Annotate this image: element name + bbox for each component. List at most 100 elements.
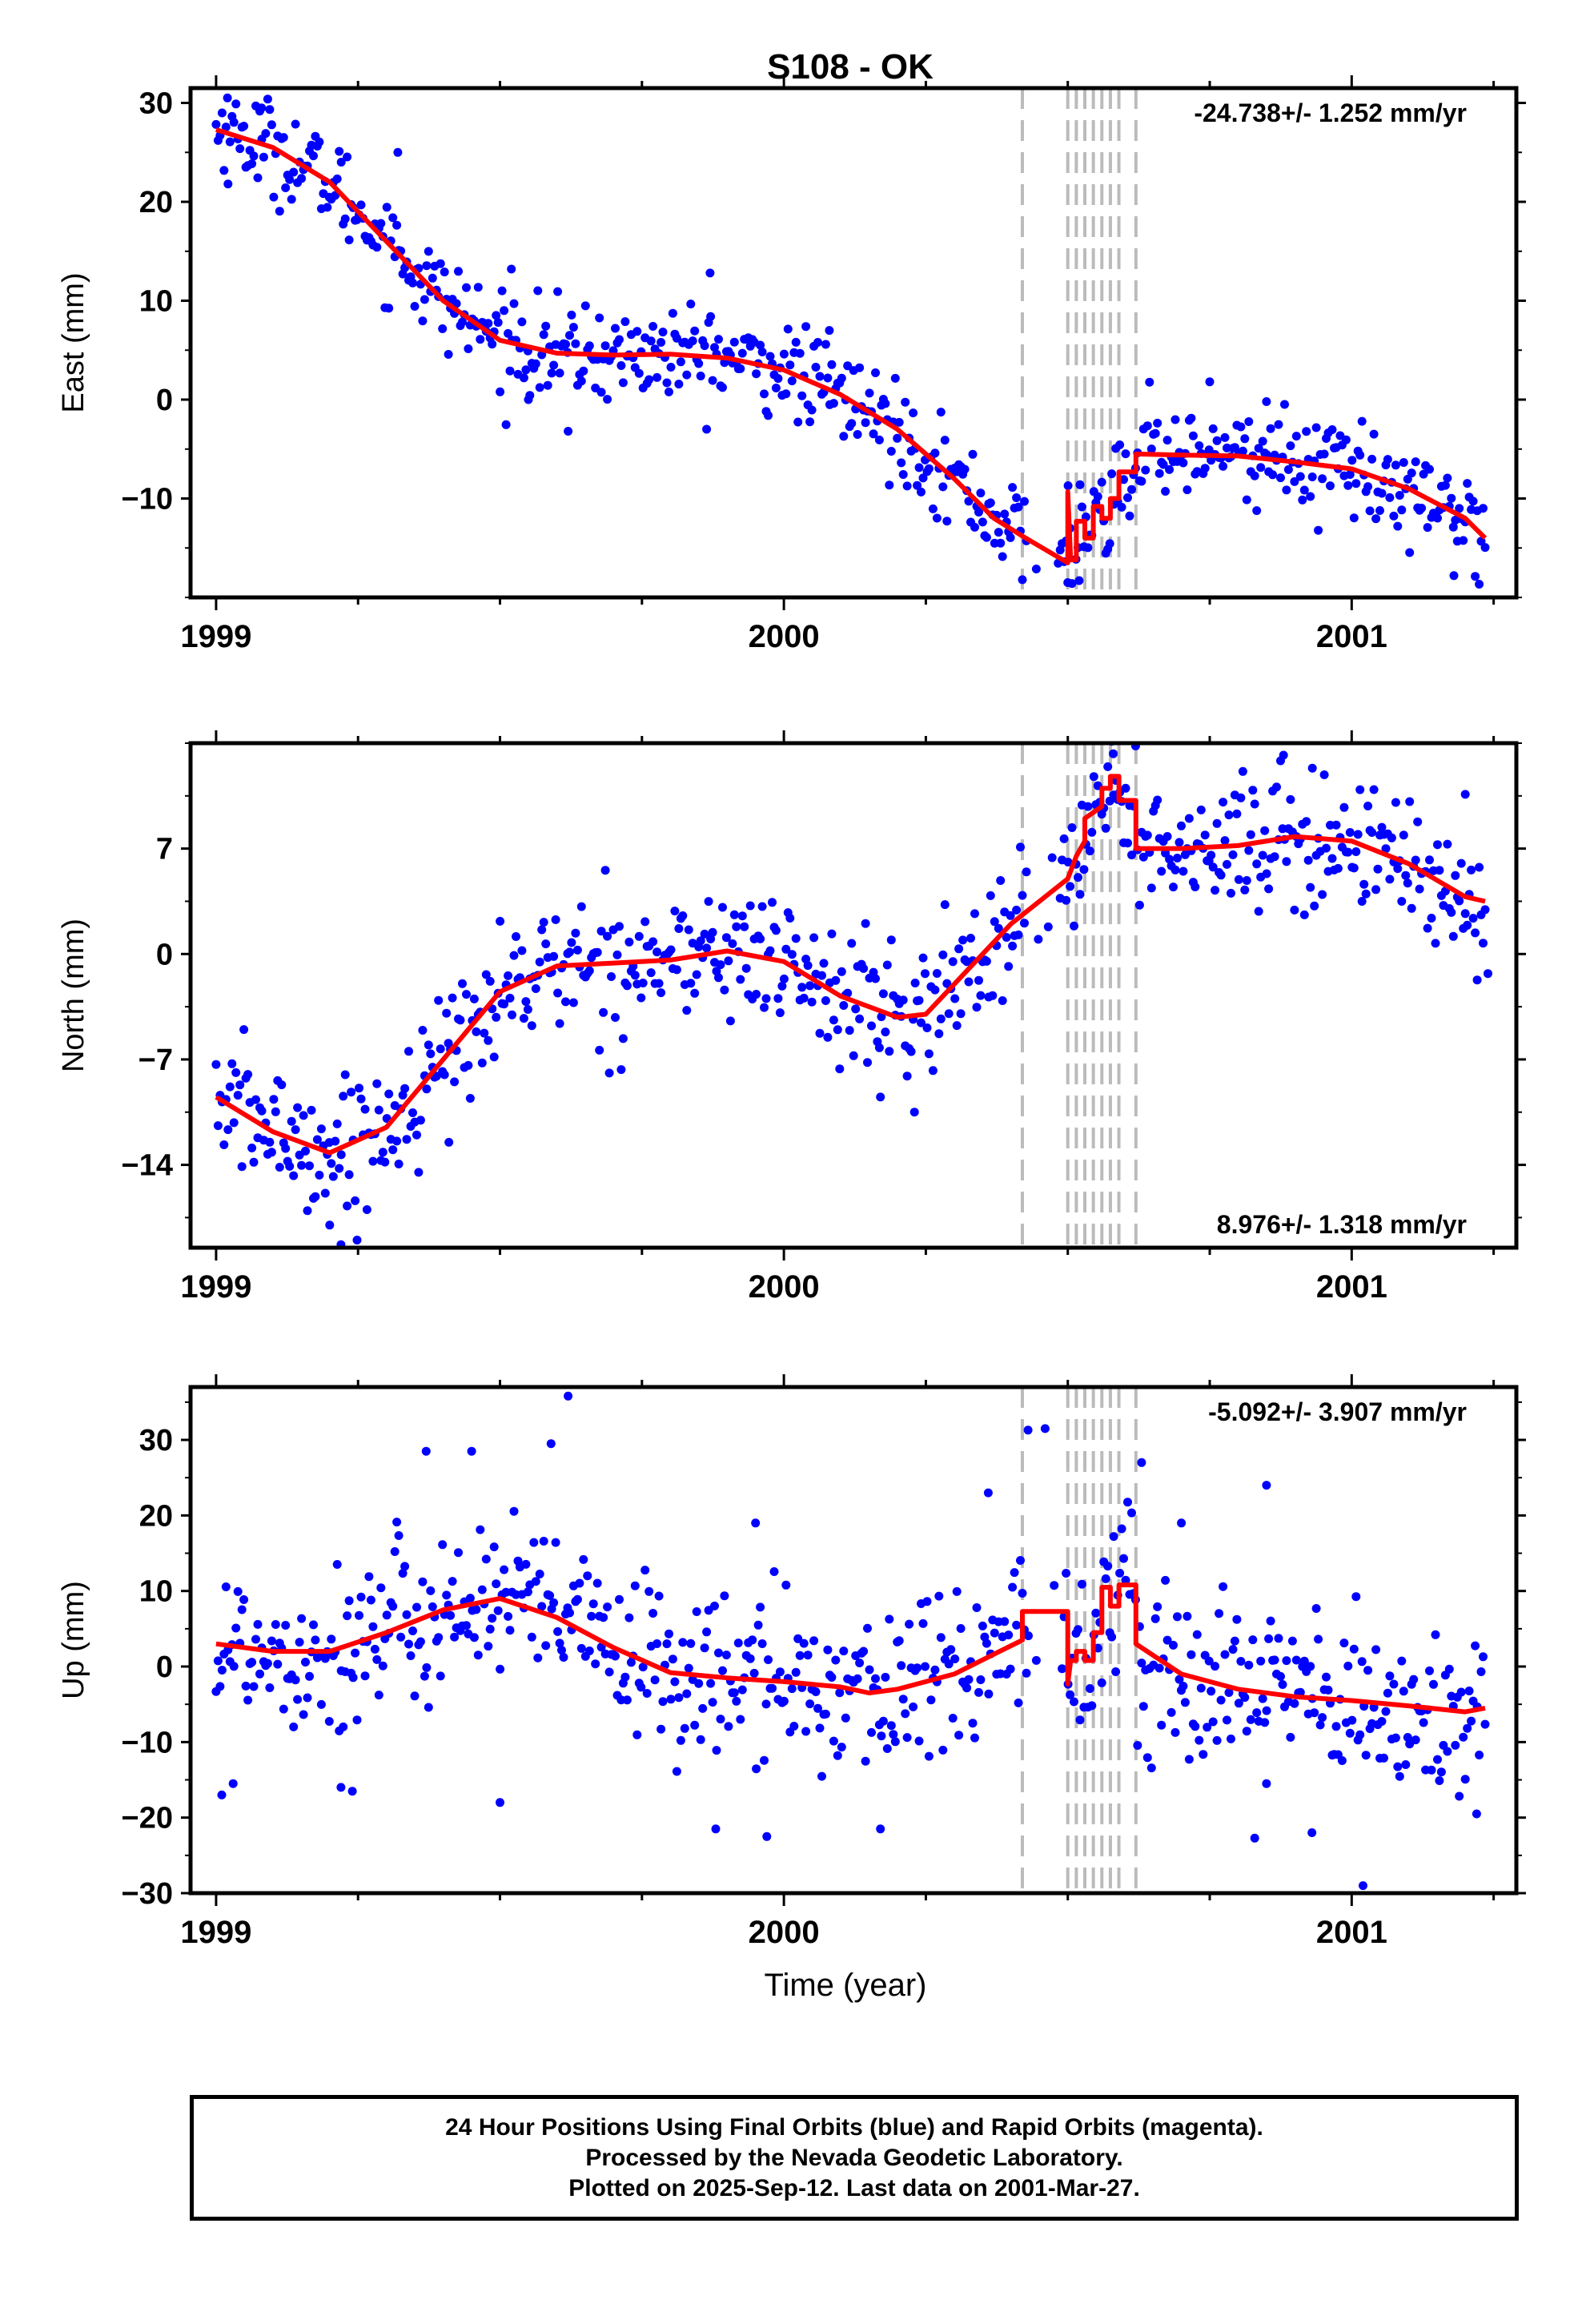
data-point xyxy=(1022,867,1031,877)
data-point xyxy=(420,295,429,304)
data-point xyxy=(336,1150,346,1160)
data-point xyxy=(972,1603,982,1612)
data-point xyxy=(833,1025,842,1035)
y-axis-label: East (mm) xyxy=(57,272,90,412)
data-point xyxy=(343,1611,352,1621)
step-lines xyxy=(1020,743,1138,1248)
data-point xyxy=(1137,1659,1146,1668)
data-point xyxy=(348,1673,358,1683)
data-point xyxy=(1480,543,1490,553)
data-point xyxy=(976,991,986,1000)
data-point xyxy=(332,174,342,183)
data-point xyxy=(541,1641,551,1651)
data-point xyxy=(827,360,837,369)
data-point xyxy=(797,391,807,400)
data-point xyxy=(1123,1498,1132,1507)
data-point xyxy=(1067,823,1077,832)
data-point xyxy=(898,995,908,1005)
data-point xyxy=(650,1675,660,1685)
data-point xyxy=(1377,489,1387,498)
data-point xyxy=(752,990,761,999)
data-point xyxy=(247,159,257,168)
data-point xyxy=(464,1060,473,1070)
data-point xyxy=(1161,1575,1170,1585)
data-point xyxy=(537,1602,547,1611)
data-point xyxy=(859,1647,869,1656)
data-point xyxy=(1290,476,1299,486)
data-point xyxy=(324,1717,334,1726)
data-point xyxy=(708,927,717,937)
data-point xyxy=(764,1655,773,1664)
data-point xyxy=(1451,870,1460,880)
data-point xyxy=(837,967,846,976)
data-point xyxy=(339,1092,348,1101)
data-point xyxy=(938,482,948,492)
data-point xyxy=(488,1614,497,1623)
data-point xyxy=(1475,580,1484,589)
data-point xyxy=(1250,471,1259,480)
data-point xyxy=(253,173,263,183)
data-point xyxy=(504,328,513,338)
data-point xyxy=(213,1121,223,1131)
data-point xyxy=(219,1140,229,1149)
data-point xyxy=(1262,1481,1271,1490)
data-point xyxy=(1047,853,1057,862)
data-point xyxy=(1236,793,1246,802)
data-point xyxy=(1170,415,1180,424)
data-point xyxy=(596,388,606,397)
data-point xyxy=(1256,463,1266,472)
data-point xyxy=(301,1658,310,1667)
data-point xyxy=(465,1094,475,1103)
data-point xyxy=(481,1554,491,1564)
data-point xyxy=(902,1733,912,1743)
data-point xyxy=(448,993,457,1003)
data-point xyxy=(604,1667,614,1677)
data-point xyxy=(352,1236,362,1244)
data-point xyxy=(944,1009,954,1019)
data-point xyxy=(902,481,912,491)
data-point xyxy=(561,340,570,349)
data-point xyxy=(1319,770,1329,779)
y-tick-label: 30 xyxy=(139,1424,173,1458)
data-point xyxy=(1413,817,1423,826)
data-point xyxy=(325,1220,335,1230)
x-axis-label: Time (year) xyxy=(765,1968,927,2003)
data-point xyxy=(1016,1556,1025,1565)
data-point xyxy=(331,1136,340,1146)
data-point xyxy=(793,1634,803,1643)
data-point xyxy=(249,1157,259,1167)
data-point xyxy=(805,417,815,427)
data-point xyxy=(821,340,830,349)
data-point xyxy=(472,1027,481,1036)
data-point xyxy=(1282,1656,1291,1666)
data-point xyxy=(1006,911,1015,920)
data-point xyxy=(1419,1718,1428,1727)
data-point xyxy=(519,373,528,383)
data-point xyxy=(316,1124,326,1134)
data-point xyxy=(1158,460,1168,469)
data-point xyxy=(700,1643,709,1653)
data-point xyxy=(1262,1779,1271,1788)
data-point xyxy=(517,317,527,327)
data-point xyxy=(964,497,974,506)
data-point xyxy=(1431,939,1440,948)
data-point xyxy=(579,366,588,376)
data-point xyxy=(882,960,892,970)
data-point xyxy=(974,975,983,985)
data-point xyxy=(811,1687,821,1696)
data-point xyxy=(1199,1750,1208,1759)
data-point xyxy=(564,1391,573,1401)
data-point xyxy=(724,1722,733,1731)
data-point xyxy=(878,989,888,999)
data-point xyxy=(271,1107,280,1116)
data-point xyxy=(596,927,606,936)
data-point xyxy=(982,533,991,542)
data-point xyxy=(791,1667,801,1677)
data-point xyxy=(678,911,688,920)
data-point xyxy=(706,312,716,321)
data-point xyxy=(1286,1732,1295,1742)
data-point xyxy=(360,1104,370,1114)
data-point xyxy=(654,1591,664,1601)
trend-fit-line xyxy=(215,127,1488,565)
